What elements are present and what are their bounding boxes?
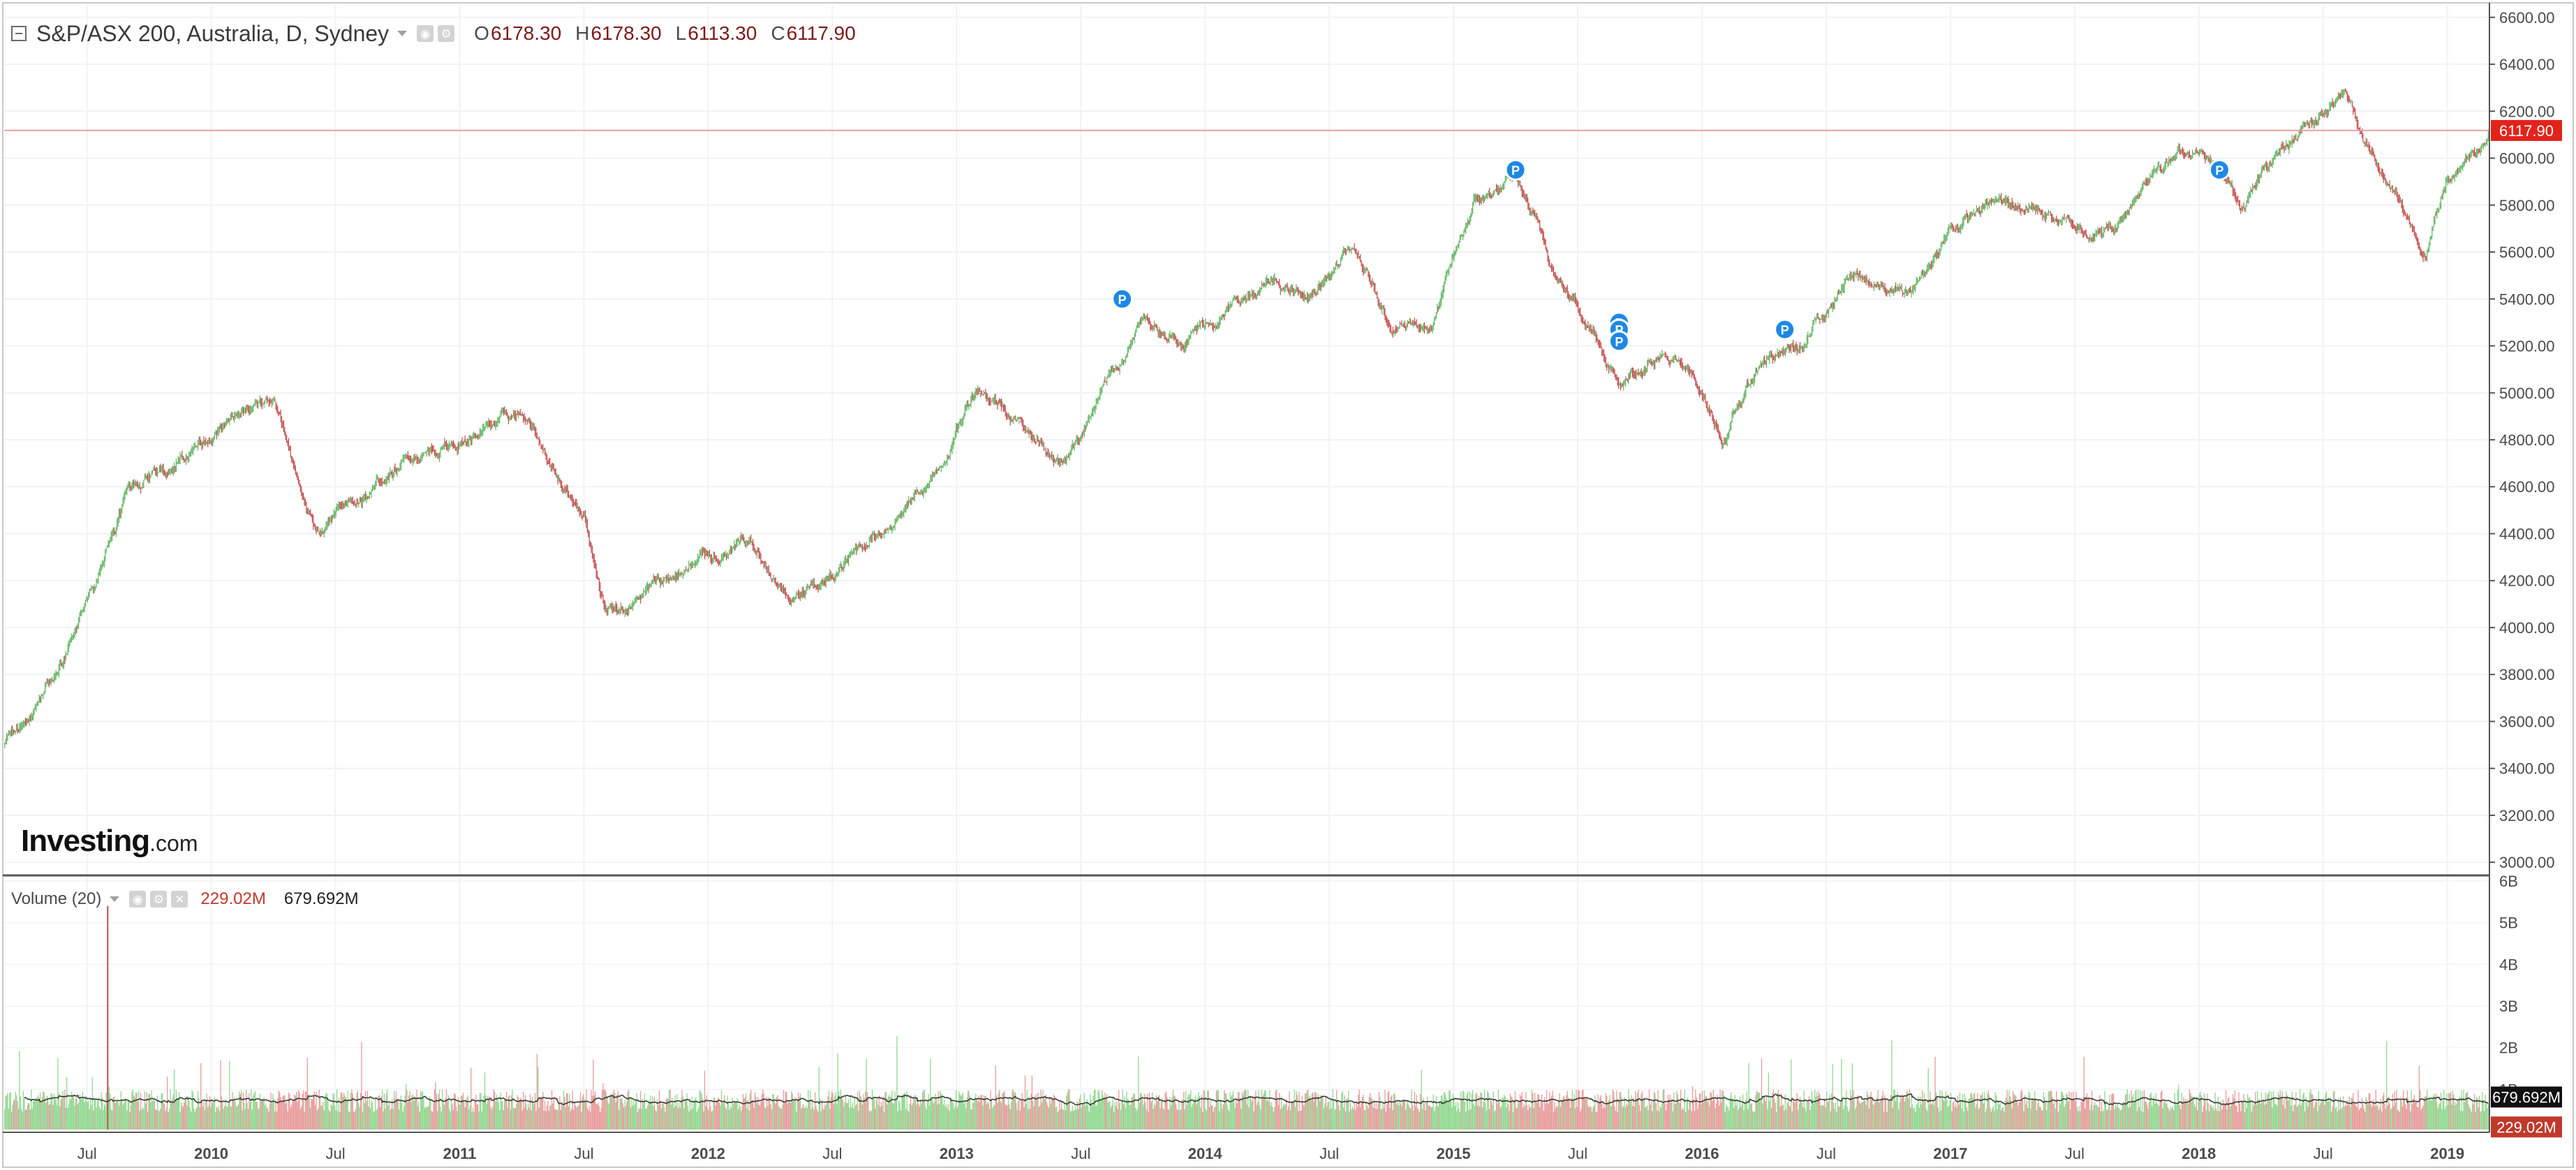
price-pane[interactable] xyxy=(4,88,2489,748)
volume-pane[interactable] xyxy=(4,905,2489,1131)
grid xyxy=(4,6,2489,1131)
